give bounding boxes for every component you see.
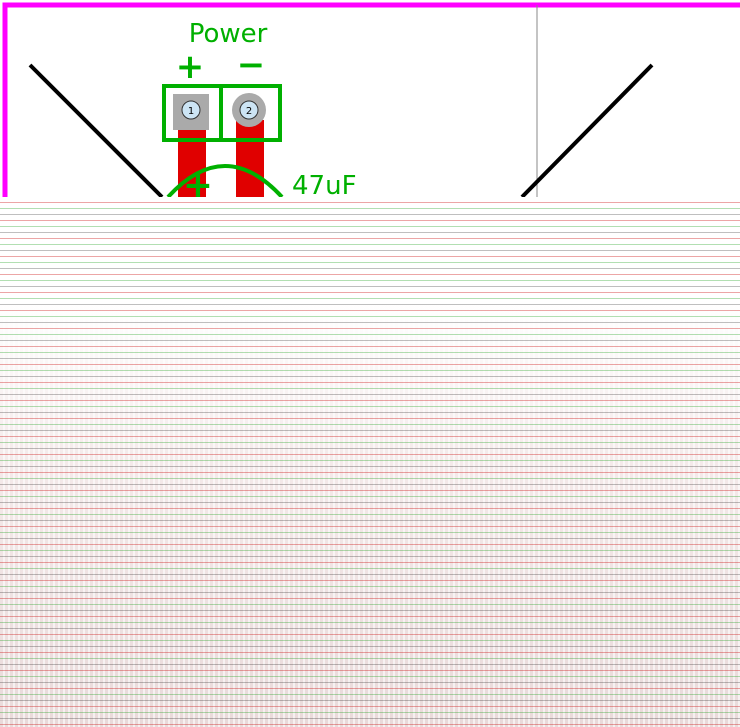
outline-line <box>28 63 164 199</box>
polarity-label: + <box>176 47 205 87</box>
capacitor-value: 47uF <box>292 171 357 201</box>
pad-hole <box>181 100 201 120</box>
board-outline <box>2 2 740 197</box>
capacitor-outline <box>166 164 284 199</box>
outline-line <box>520 63 654 199</box>
trace <box>236 120 264 198</box>
pad-hole <box>239 100 259 120</box>
pin-label: 1 <box>188 106 194 117</box>
connector-label: Power <box>189 19 268 49</box>
render-artifacts <box>0 197 740 727</box>
polarity-label: − <box>237 45 266 85</box>
pin-label: 2 <box>246 106 252 117</box>
